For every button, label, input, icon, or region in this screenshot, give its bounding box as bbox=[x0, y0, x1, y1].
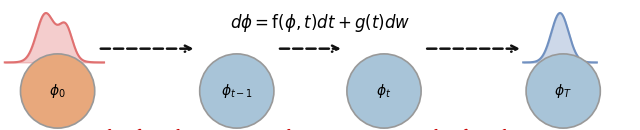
Text: $\phi_{t-1}$: $\phi_{t-1}$ bbox=[221, 82, 253, 100]
Text: $\phi_t$: $\phi_t$ bbox=[376, 82, 392, 100]
Text: $\phi_0$: $\phi_0$ bbox=[49, 82, 66, 100]
Text: $d\phi = \mathrm{f}(\phi, t)dt + g(t)dw$: $d\phi = \mathrm{f}(\phi, t)dt + g(t)dw$ bbox=[230, 12, 410, 34]
Ellipse shape bbox=[200, 54, 274, 128]
Ellipse shape bbox=[20, 54, 95, 128]
Ellipse shape bbox=[526, 54, 600, 128]
Text: $\phi_T$: $\phi_T$ bbox=[554, 82, 572, 100]
Ellipse shape bbox=[347, 54, 421, 128]
